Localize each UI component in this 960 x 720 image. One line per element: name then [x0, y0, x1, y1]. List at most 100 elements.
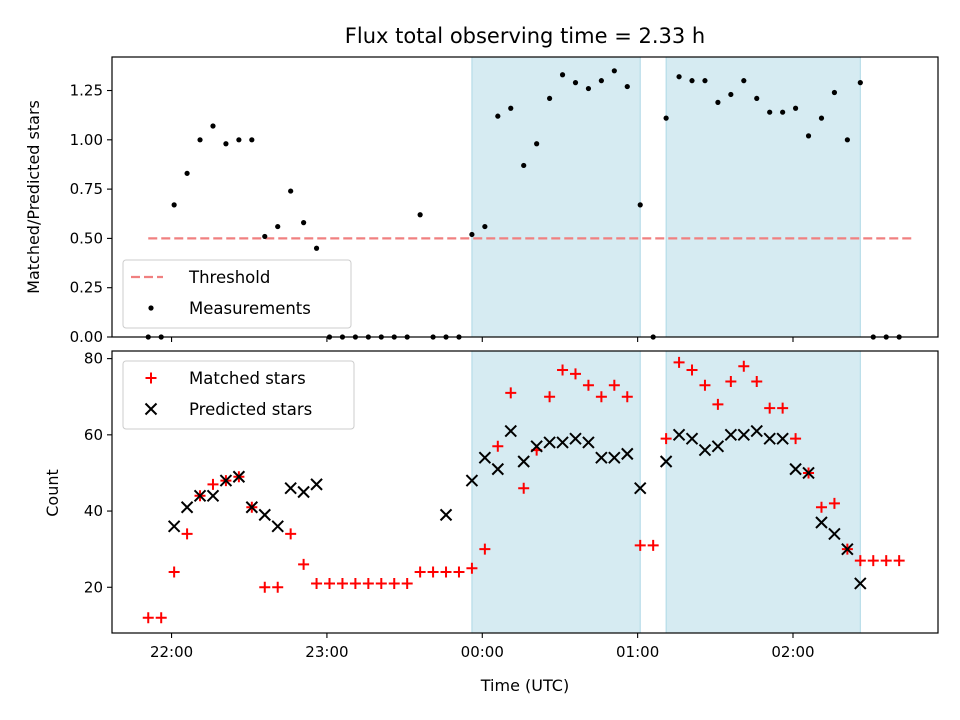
matched-star-point — [375, 577, 387, 589]
matched-star-point — [634, 539, 646, 551]
matched-star-point — [142, 612, 154, 624]
measurement-point — [844, 137, 850, 143]
measurement-point — [754, 95, 760, 102]
y-tick-label: 20 — [84, 578, 103, 596]
legend-box — [122, 259, 352, 329]
predicted-star-point — [608, 451, 621, 464]
predicted-star-point — [504, 424, 517, 438]
matched-star-point — [453, 566, 465, 578]
measurement-point — [585, 85, 592, 92]
measurement-point — [715, 99, 721, 105]
legend-marker-swatch — [144, 402, 158, 416]
measurement-point — [197, 137, 203, 143]
predicted-star-point — [582, 436, 595, 449]
measurement-point — [417, 212, 423, 218]
predicted-star-point — [167, 520, 181, 533]
matched-star-point — [259, 581, 271, 593]
matched-star-point — [324, 577, 336, 589]
shaded-interval-2 — [666, 57, 861, 337]
measurement-point — [534, 141, 540, 147]
matched-star-point — [298, 558, 310, 570]
predicted-star-point — [180, 501, 194, 514]
matched-star-point — [207, 478, 219, 490]
measurement-point — [767, 109, 773, 115]
matched-star-point — [440, 566, 452, 578]
measurement-point — [482, 223, 488, 230]
predicted-star-point — [310, 478, 323, 491]
matched-star-point — [725, 375, 737, 387]
matched-star-point — [155, 612, 167, 624]
legend-marker-swatch — [145, 372, 157, 384]
top-panel: 0.00 0.25 0.50 0.75 1.00 1.25 Matched/Predict… — [24, 56, 939, 346]
legend-label: Matched stars — [189, 369, 306, 388]
count-points — [142, 356, 905, 624]
measurement-point — [857, 80, 863, 86]
matched-star-point — [893, 555, 905, 567]
matched-star-point — [867, 555, 879, 567]
shaded-interval-1 — [471, 57, 641, 337]
matched-star-point — [544, 391, 556, 403]
measurement-point — [546, 95, 553, 102]
legend-box — [122, 360, 355, 430]
predicted-star-point — [232, 470, 246, 483]
bottom-plot-frame — [111, 350, 939, 634]
predicted-star-point — [439, 508, 453, 522]
bottom-y-ticks: 20 40 60 80 — [84, 350, 112, 596]
matched-star-point — [285, 528, 297, 540]
y-tick-label: 40 — [84, 502, 103, 520]
top-plot-frame — [111, 56, 939, 338]
measurement-point — [702, 78, 708, 84]
top-shaded-regions — [471, 57, 861, 337]
predicted-star-point — [685, 432, 699, 445]
matched-star-point — [595, 391, 607, 403]
matched-star-point — [388, 577, 400, 589]
predicted-star-point — [556, 436, 569, 449]
measurement-point — [495, 113, 501, 119]
shaded-interval-1 — [471, 351, 641, 633]
predicted-star-point — [724, 428, 738, 442]
matched-star-point — [764, 402, 776, 414]
x-tick-label: 02:00 — [771, 643, 814, 661]
predicted-star-point — [193, 489, 207, 503]
top-y-axis-label: Matched/Predicted stars — [24, 100, 43, 294]
predicted-star-point — [245, 501, 259, 514]
legend-label: Threshold — [188, 268, 270, 287]
predicted-star-point — [206, 489, 220, 503]
matched-star-point — [427, 566, 439, 578]
matched-star-point — [777, 402, 789, 414]
predicted-star-point — [219, 474, 233, 487]
top-legend: Threshold Measurements — [122, 259, 352, 329]
x-tick-label: 23:00 — [305, 643, 348, 661]
measurement-point — [598, 78, 604, 84]
measurement-point — [171, 202, 177, 208]
measurement-point — [728, 91, 734, 98]
matched-star-point — [790, 433, 802, 445]
matched-star-point — [401, 577, 413, 589]
matched-star-point — [880, 555, 892, 567]
measurement-point — [313, 245, 320, 251]
measurement-point — [676, 74, 682, 80]
predicted-star-point — [776, 432, 789, 445]
y-tick-label: 1.25 — [70, 82, 103, 100]
matched-star-point — [751, 375, 763, 387]
measurement-point — [780, 109, 786, 115]
measurement-point — [663, 115, 669, 121]
matched-star-point — [362, 577, 374, 589]
matched-star-point — [582, 379, 594, 391]
measurement-point — [792, 105, 799, 111]
x-tick-label: 22:00 — [150, 643, 193, 661]
bottom-panel: 22:00 23:00 00:00 01:00 02:00 20 40 60 80 Count… — [43, 350, 939, 661]
predicted-star-point — [284, 481, 297, 495]
predicted-star-point — [595, 451, 608, 464]
matched-star-point — [479, 543, 491, 555]
measurement-point — [611, 68, 617, 74]
matched-star-point — [647, 539, 659, 551]
predicted-star-point — [659, 455, 673, 468]
matched-star-point — [854, 555, 866, 567]
y-tick-label: 0.50 — [70, 229, 103, 247]
y-tick-label: 1.00 — [70, 131, 103, 149]
matched-star-point — [492, 440, 504, 452]
predicted-star-point — [841, 542, 854, 556]
x-tick-label: 00:00 — [461, 643, 504, 661]
matched-star-point — [414, 566, 426, 578]
